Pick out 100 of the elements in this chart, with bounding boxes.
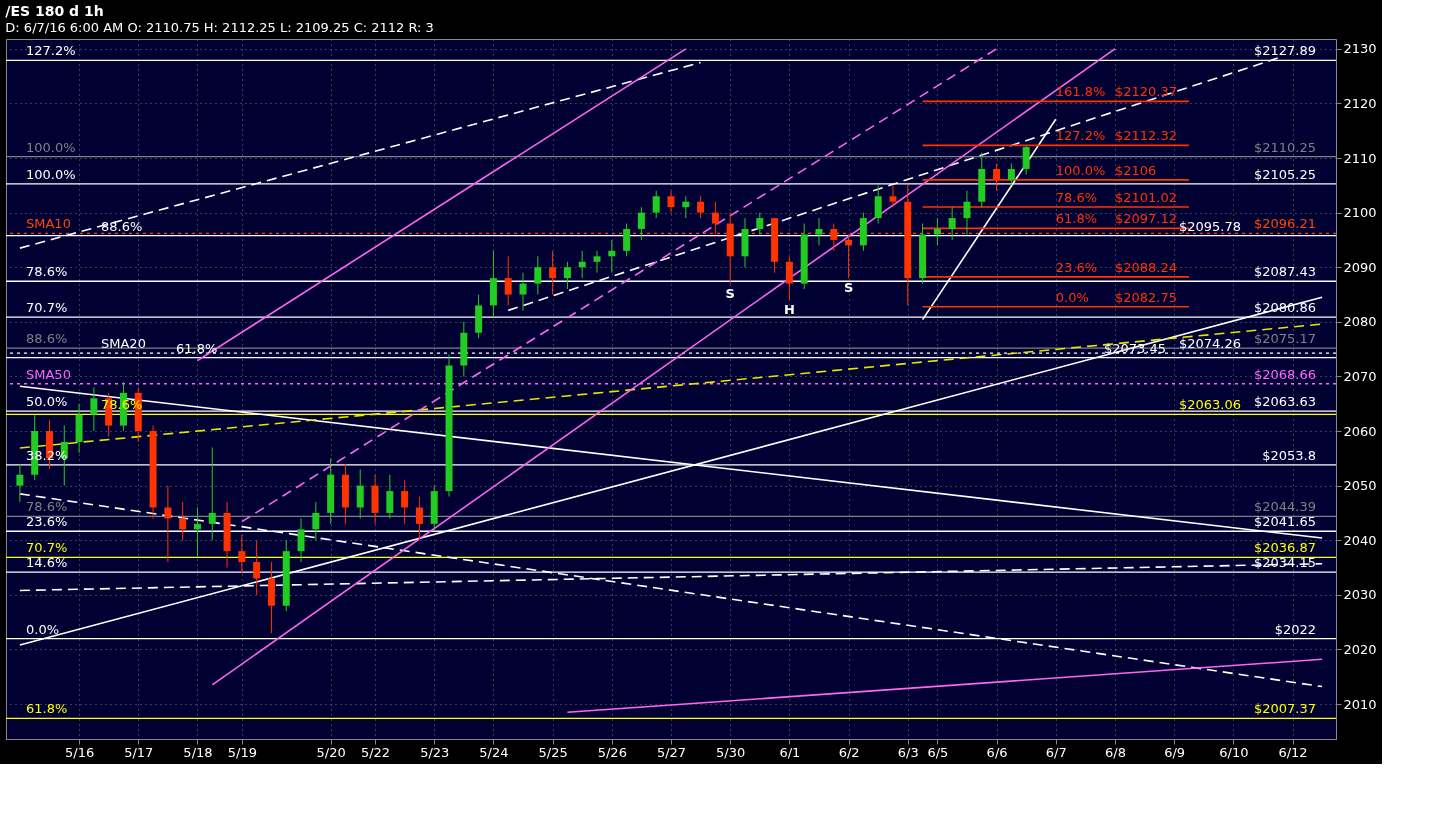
annotation: 0.0%	[26, 621, 60, 637]
x-tick-label: 5/25	[538, 744, 568, 760]
x-tick-label: 6/6	[986, 744, 1008, 760]
x-tick-label: 6/9	[1164, 744, 1186, 760]
candlestick	[697, 195, 705, 219]
y-tick-label: 2020	[1343, 641, 1377, 657]
annotation: SMA20	[101, 336, 146, 352]
ref-line-label: $2110.25	[1253, 139, 1316, 155]
annotation: 14.6%	[26, 555, 68, 571]
candlestick	[238, 534, 246, 574]
annotation: 61.8%	[176, 340, 218, 356]
y-tick-label: 2030	[1343, 587, 1377, 603]
annotation: $2082.75	[1114, 289, 1177, 305]
x-tick-label: 5/22	[360, 744, 391, 760]
candlestick	[253, 539, 261, 596]
y-tick-label: 2110	[1343, 150, 1377, 166]
annotation: 78.6%	[26, 499, 68, 515]
chart-subtitle: D: 6/7/16 6:00 AM O: 2110.75 H: 2112.25 L: 2109.25 C: 2112 R: 3	[5, 20, 434, 35]
candlestick	[504, 255, 512, 306]
ref-line-label: $2007.37	[1253, 701, 1316, 717]
ref-line-label: $2105.25	[1253, 166, 1316, 182]
x-tick-label: 6/7	[1045, 744, 1067, 760]
candlestick	[756, 212, 764, 235]
annotation: 100.0%	[1055, 162, 1106, 178]
annotation: $2088.24	[1114, 259, 1177, 275]
candlestick	[711, 201, 719, 235]
annotation: 0.0%	[1055, 289, 1089, 305]
x-tick-label: 6/1	[779, 744, 801, 760]
candlestick	[785, 255, 793, 301]
candlestick	[845, 233, 853, 279]
candlestick	[623, 223, 631, 257]
y-tick-label: 2120	[1343, 95, 1377, 111]
x-tick-label: 6/2	[838, 744, 860, 760]
annotation: 61.8%	[1055, 211, 1098, 227]
ref-line-label: $2053.8	[1262, 447, 1316, 463]
annotation: 78.6%	[1055, 190, 1098, 206]
y-tick-label: 2010	[1343, 696, 1377, 712]
candlestick	[830, 223, 838, 252]
annotation: $2112.32	[1114, 128, 1177, 144]
ref-line-label: $2044.39	[1253, 499, 1316, 515]
ref-line-label: $2075.17	[1253, 331, 1316, 347]
candlestick	[608, 239, 616, 274]
ref-line-label: $2063.63	[1253, 394, 1316, 410]
ref-line-label: $2036.87	[1253, 540, 1316, 556]
annotation: S	[843, 280, 854, 296]
candlestick	[593, 250, 601, 274]
x-tick-label: 6/8	[1104, 744, 1126, 760]
candlestick	[386, 474, 394, 519]
candlestick	[519, 272, 527, 312]
x-tick-label: 6/12	[1278, 744, 1308, 760]
candlestick	[193, 506, 201, 558]
candlestick	[549, 250, 557, 296]
y-tick-label: 2130	[1343, 41, 1377, 57]
x-tick-label: 5/17	[124, 744, 154, 760]
x-tick-label: 5/16	[64, 744, 95, 760]
annotation: 78.6%	[101, 397, 143, 413]
ref-line-label: $2127.89	[1253, 43, 1316, 59]
candlestick	[637, 206, 645, 241]
annotation: 70.7%	[26, 300, 68, 316]
x-tick-label: 5/19	[227, 744, 257, 760]
annotation: $2101.02	[1114, 190, 1177, 206]
ref-line-label: $2063.06	[1178, 397, 1241, 413]
candlestick	[164, 485, 172, 563]
x-tick-label: 5/27	[656, 744, 687, 760]
candlestick	[815, 217, 823, 246]
annotation: 161.8%	[1055, 84, 1106, 100]
annotation: 70.7%	[26, 540, 68, 556]
ref-line-label: $2074.26	[1178, 336, 1241, 352]
candlestick	[415, 496, 423, 541]
annotation: 127.2%	[1055, 128, 1106, 144]
candlestick	[534, 255, 542, 296]
annotation: $2120.37	[1114, 84, 1177, 100]
x-tick-label: 6/3	[897, 744, 919, 760]
candlestick	[963, 190, 971, 235]
annotation: 88.6%	[101, 218, 143, 234]
candlestick	[874, 184, 882, 225]
candlestick	[208, 446, 216, 541]
x-tick-label: 5/18	[183, 744, 213, 760]
annotation: 61.8%	[26, 701, 68, 717]
annotation: $2106	[1114, 162, 1157, 178]
annotation: 23.6%	[26, 514, 68, 530]
candlestick	[179, 501, 187, 541]
x-tick-label: 5/20	[316, 744, 346, 760]
annotation: S	[725, 285, 735, 301]
candlestick	[297, 517, 305, 563]
ref-line-label: $2095.78	[1178, 218, 1241, 234]
ref-line-label: $2068.66	[1253, 366, 1316, 382]
annotation: 88.6%	[26, 331, 68, 347]
y-tick-label: 2080	[1343, 314, 1377, 330]
x-tick-label: 5/23	[420, 744, 450, 760]
y-tick-label: 2070	[1343, 368, 1377, 384]
y-tick-label: 2060	[1343, 423, 1377, 439]
annotation: 78.6%	[26, 264, 68, 280]
chart-title: /ES 180 d 1h	[5, 3, 104, 19]
candlestick	[401, 479, 409, 525]
candlestick	[889, 184, 897, 208]
ref-line-label: $2041.65	[1253, 514, 1316, 530]
candlestick	[356, 468, 364, 519]
annotation: 127.2%	[26, 43, 76, 59]
y-tick-label: 2090	[1343, 259, 1377, 275]
